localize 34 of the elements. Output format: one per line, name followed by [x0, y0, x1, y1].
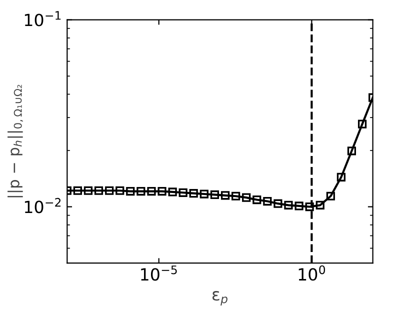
x-axis-title: ε$_{p}$ [212, 291, 228, 306]
point [336, 172, 346, 182]
point [116, 186, 124, 195]
y-tick-label: 10$^{−2}$ [24, 198, 61, 214]
point [136, 186, 146, 196]
point [189, 189, 198, 198]
point [326, 192, 335, 200]
point [73, 186, 82, 195]
point [284, 200, 293, 210]
point [126, 186, 135, 196]
point [316, 200, 324, 210]
point [231, 192, 240, 200]
point [168, 188, 177, 196]
point [294, 202, 304, 210]
y-axis-title: ||p − p$_{h}$||$_{0,Ω₁∪Ω₂}$ [8, 84, 23, 198]
point [347, 146, 356, 156]
point [358, 120, 367, 128]
point [220, 191, 230, 200]
point [94, 186, 104, 195]
point [105, 186, 114, 195]
point [210, 190, 220, 200]
point [84, 186, 93, 195]
point [274, 199, 282, 208]
point [242, 193, 251, 202]
x-tick-label: 10$^{0}$ [298, 265, 326, 281]
point [263, 196, 272, 206]
x-tick-label: 10$^{−5}$ [141, 266, 177, 281]
point [178, 188, 188, 197]
point [305, 202, 314, 212]
point [158, 186, 166, 196]
point [200, 190, 208, 198]
point [147, 186, 156, 196]
point [252, 195, 262, 204]
y-tick-label: 10$^{−1}$ [24, 11, 61, 26]
